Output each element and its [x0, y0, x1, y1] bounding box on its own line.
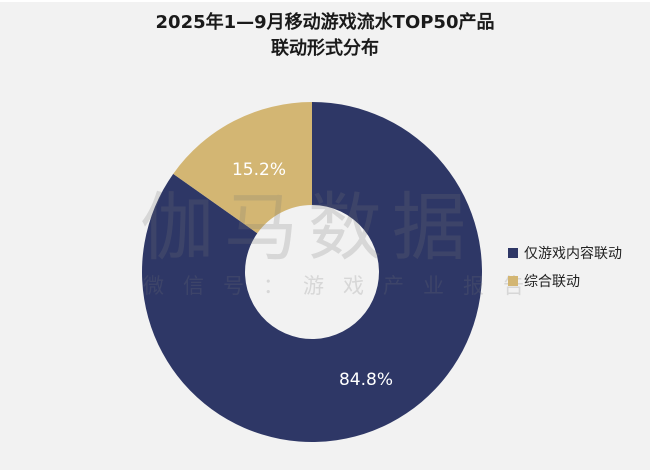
top-border [0, 0, 650, 2]
legend: 仅游戏内容联动 综合联动 [508, 242, 622, 298]
legend-item-game-content-only[interactable]: 仅游戏内容联动 [508, 242, 622, 264]
legend-label: 仅游戏内容联动 [524, 246, 622, 262]
slice-label-game-content-only: 84.8% [338, 370, 394, 390]
legend-swatch-navy-icon [508, 248, 518, 258]
slice-game-content-only[interactable] [141, 102, 482, 442]
slice-combined-linkage[interactable] [173, 102, 312, 234]
chart-title-line1: 2025年1—9月移动游戏流水TOP50产品 [155, 12, 495, 33]
chart-title-line2: 联动形式分布 [271, 38, 379, 59]
slice-label-combined-linkage: 15.2% [231, 160, 287, 180]
legend-item-combined-linkage[interactable]: 综合联动 [508, 270, 622, 292]
legend-label: 综合联动 [524, 274, 580, 290]
legend-swatch-gold-icon [508, 276, 518, 286]
